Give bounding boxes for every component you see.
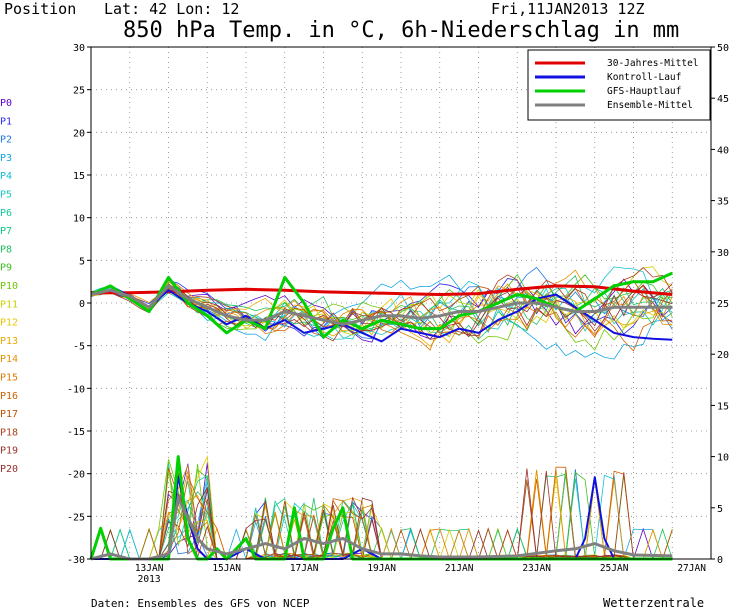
member-list: P0 P1 P2 P3 P4 P5 P6 P7 P8 P9 P10 P11 P12 P13 P14 P15 P1… <box>0 98 18 475</box>
member-label: P3 <box>0 153 12 164</box>
series-line-6 <box>90 496 673 561</box>
member-label: P0 <box>0 98 12 109</box>
legend-label-mittel: 30-Jahres-Mittel <box>607 58 699 69</box>
left-tick-label: -25 <box>67 512 85 523</box>
chart-title: 850 hPa Temp. in °C, 6h-Niederschlag in … <box>123 18 679 43</box>
legend-label-ensemble: Ensemble-Mittel <box>607 100 693 111</box>
member-label: P13 <box>0 336 18 347</box>
right-tick-label: 20 <box>717 350 729 361</box>
member-label: P11 <box>0 299 18 310</box>
left-tick-label: 25 <box>73 86 85 97</box>
member-temp-line <box>90 279 673 329</box>
footer-source: Daten: Ensembles des GFS von NCEP <box>91 597 310 609</box>
x-tick-label: 27JAN <box>677 563 706 574</box>
member-temp-line <box>90 275 673 332</box>
member-label: P1 <box>0 116 12 127</box>
right-tick-label: 0 <box>717 555 723 566</box>
left-tick-label: -20 <box>67 470 85 481</box>
left-tick-label: 15 <box>73 171 85 182</box>
member-label: P5 <box>0 190 12 201</box>
right-tick-label: 50 <box>717 43 729 54</box>
member-label: P15 <box>0 373 18 384</box>
member-label: P20 <box>0 464 18 475</box>
left-tick-label: 30 <box>73 43 85 54</box>
member-label: P19 <box>0 446 18 457</box>
right-tick-label: 35 <box>717 197 729 208</box>
legend-label-gfs: GFS-Hauptlauf <box>607 86 681 97</box>
lat-lon: Lat: 42 Lon: 12 <box>104 0 239 18</box>
x-tick-label: 2013 <box>138 574 161 585</box>
run-time: Fri,11JAN2013 12Z <box>491 0 645 18</box>
x-tick-label: 17JAN <box>290 563 319 574</box>
x-tick-label: 25JAN <box>600 563 629 574</box>
x-tick-label: 23JAN <box>522 563 551 574</box>
right-tick-label: 45 <box>717 94 729 105</box>
member-label: P2 <box>0 135 12 146</box>
left-tick-label: -15 <box>67 427 85 438</box>
right-tick-label: 15 <box>717 401 729 412</box>
legend-label-kontroll: Kontroll-Lauf <box>607 72 681 83</box>
x-tick-label: 19JAN <box>367 563 396 574</box>
member-label: P7 <box>0 226 12 237</box>
member-label: P16 <box>0 391 18 402</box>
left-tick-label: 10 <box>73 214 85 225</box>
right-tick-label: 30 <box>717 248 729 259</box>
x-tick-label: 13JAN <box>135 563 164 574</box>
left-tick-label: -30 <box>67 555 85 566</box>
x-tick-label: 15JAN <box>212 563 241 574</box>
right-tick-label: 5 <box>717 504 723 515</box>
member-temp-line <box>90 273 673 331</box>
x-tick-label: 21JAN <box>445 563 474 574</box>
left-tick-label: 0 <box>79 299 85 310</box>
member-label: P9 <box>0 263 12 274</box>
right-tick-label: 25 <box>717 299 729 310</box>
left-tick-label: -10 <box>67 384 85 395</box>
series-line-3 <box>90 284 673 326</box>
member-label: P6 <box>0 208 12 219</box>
footer-brand: Wetterzentrale <box>603 596 704 609</box>
member-label: P4 <box>0 171 12 182</box>
right-tick-label: 10 <box>717 453 729 464</box>
left-tick-label: 20 <box>73 128 85 139</box>
member-temp-line <box>90 269 673 326</box>
member-label: P12 <box>0 318 18 329</box>
member-label: P18 <box>0 427 18 438</box>
series-line-0 <box>91 284 673 296</box>
member-label: P17 <box>0 409 18 420</box>
member-label: P14 <box>0 354 18 365</box>
main-series-layer <box>89 271 673 561</box>
position-label: Position <box>4 0 76 18</box>
member-label: P10 <box>0 281 18 292</box>
left-tick-label: 5 <box>79 256 85 267</box>
left-tick-label: -5 <box>73 342 85 353</box>
legend: 30-Jahres-Mittel Kontroll-Lauf GFS-Haupt… <box>527 49 711 121</box>
right-tick-label: 40 <box>717 145 729 156</box>
axes-layer: -30 -25 -20 -15 -10 -5 0 5 10 15 20 25 30 0 5 10 15 20 25 3… <box>67 43 729 585</box>
member-label: P8 <box>0 244 12 255</box>
